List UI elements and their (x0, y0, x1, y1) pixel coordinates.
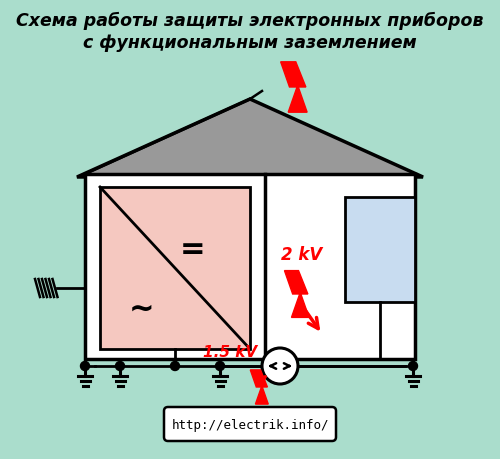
Bar (345, 197, 415, 302)
Text: =: = (180, 235, 206, 263)
Polygon shape (284, 271, 309, 318)
Circle shape (170, 362, 179, 371)
Circle shape (216, 362, 224, 371)
Bar (100, 188, 250, 349)
Text: ~: ~ (129, 294, 155, 323)
Circle shape (408, 362, 418, 371)
Bar (85, 174, 415, 359)
Polygon shape (250, 370, 268, 404)
Polygon shape (280, 63, 307, 113)
Text: http://electrik.info/: http://electrik.info/ (172, 419, 329, 431)
Circle shape (262, 348, 298, 384)
Circle shape (80, 362, 90, 371)
Text: с функциональным заземлением: с функциональным заземлением (83, 34, 417, 52)
FancyBboxPatch shape (164, 407, 336, 441)
Text: 1.5 kV: 1.5 kV (203, 345, 257, 360)
Circle shape (116, 362, 124, 371)
Text: 2 kV: 2 kV (282, 246, 323, 263)
Text: Схема работы защиты электронных приборов: Схема работы защиты электронных приборов (16, 12, 484, 30)
Polygon shape (77, 100, 423, 178)
